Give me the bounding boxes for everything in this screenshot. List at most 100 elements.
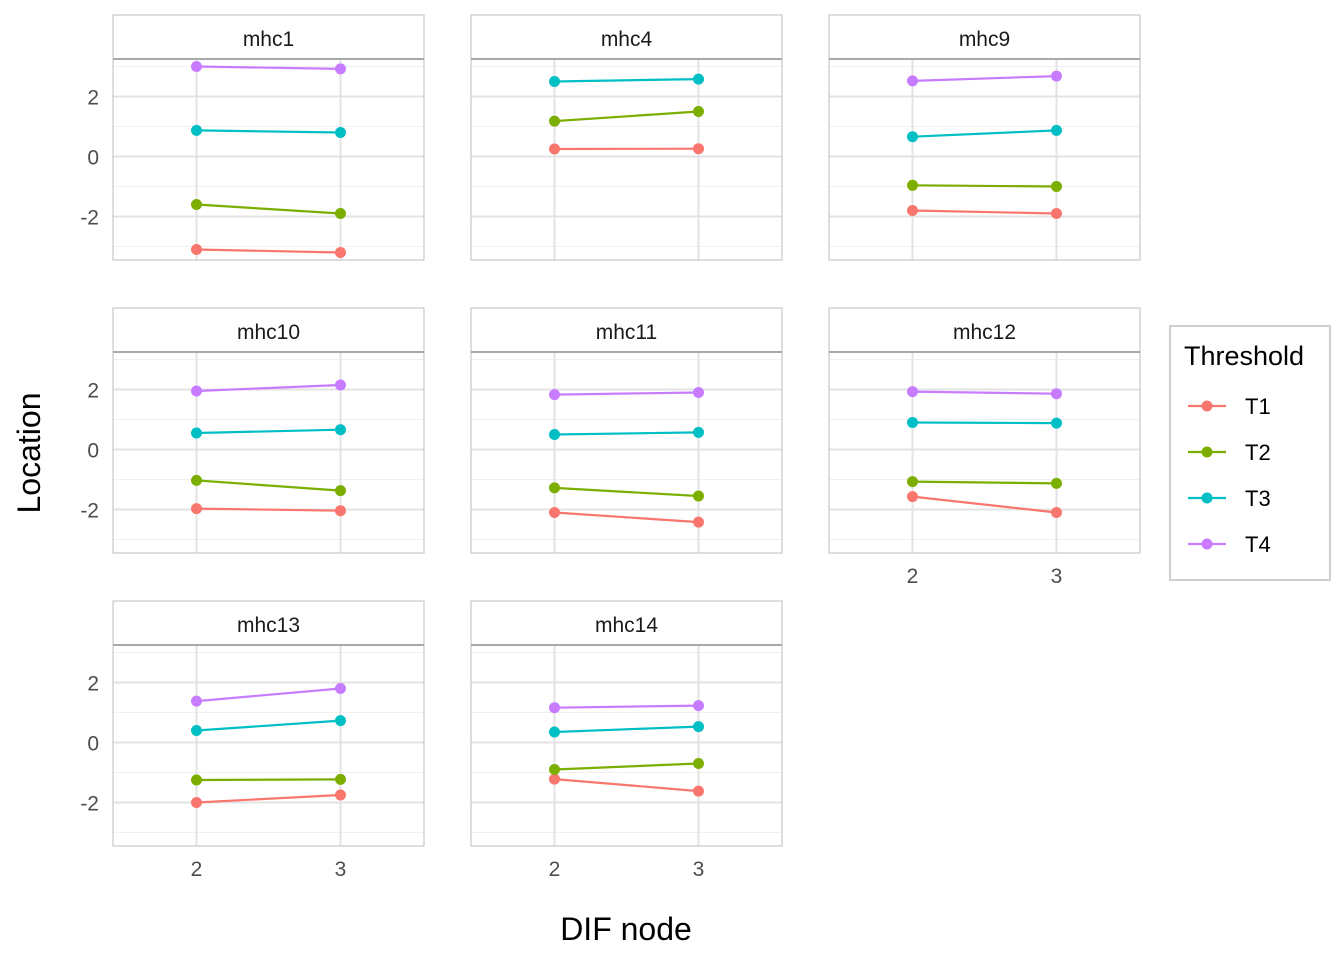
series-line-T1	[196, 793, 341, 804]
series-line-T2	[554, 486, 699, 498]
x-tick-label: 3	[1051, 565, 1063, 588]
facet-mhc10: mhc10 -2 0 2	[80, 307, 425, 554]
series-line-T2	[912, 184, 1057, 188]
series-line-T1	[912, 209, 1057, 215]
data-point-T1	[191, 503, 203, 515]
series-line-T2	[554, 110, 699, 123]
series-line-T1	[196, 507, 341, 512]
y-tick-label: 0	[87, 733, 99, 756]
facet-strip	[828, 307, 1141, 353]
panel-background	[829, 59, 1140, 260]
y-tick-label: 0	[87, 147, 99, 170]
series-line-T3	[554, 725, 699, 734]
panel-background	[471, 645, 782, 846]
panel-background	[113, 59, 424, 260]
data-point-T1	[907, 205, 919, 216]
data-point-T4	[334, 63, 346, 75]
series-line-T4	[196, 65, 341, 70]
data-point-T3	[549, 76, 561, 87]
series-line-T3	[554, 78, 699, 83]
data-point-T2	[549, 764, 561, 775]
legend-key-point	[1201, 492, 1213, 504]
series-line-T2	[196, 203, 341, 215]
y-axis-label: Location	[11, 393, 47, 514]
data-point-T1	[334, 505, 346, 517]
data-point-T1	[191, 244, 203, 255]
data-point-T3	[549, 429, 561, 440]
data-point-T1	[549, 507, 561, 518]
legend: Threshold T1 T2 T3 T4	[1169, 325, 1331, 581]
data-point-T4	[692, 387, 704, 398]
series-line-T2	[912, 480, 1057, 485]
data-point-T3	[334, 424, 346, 436]
data-point-T1	[334, 247, 346, 258]
facet-strip	[470, 600, 783, 646]
facet-mhc11: mhc11	[470, 307, 783, 554]
facet-strip-label: mhc11	[596, 321, 657, 344]
data-point-T4	[549, 389, 561, 401]
facet-strip-label: mhc1	[243, 28, 294, 51]
data-point-T3	[692, 721, 704, 733]
data-point-T3	[692, 426, 704, 438]
facet-mhc4: mhc4	[470, 14, 783, 261]
data-point-T3	[1050, 417, 1062, 429]
data-point-T1	[692, 516, 704, 528]
facet-strip	[828, 14, 1141, 60]
panel-background	[113, 352, 424, 553]
data-point-T4	[907, 386, 919, 398]
data-point-T2	[334, 773, 346, 785]
series-line-T4	[912, 75, 1057, 82]
data-point-T3	[191, 427, 203, 439]
data-point-T2	[334, 485, 346, 497]
data-point-T4	[191, 695, 203, 707]
y-tick-label: -2	[80, 793, 99, 816]
y-tick-label: 2	[87, 673, 99, 696]
data-point-T1	[549, 143, 561, 155]
series-line-T2	[554, 762, 699, 771]
data-point-T2	[692, 106, 704, 117]
legend-key-point	[1201, 446, 1213, 458]
facet-strip-label: mhc10	[237, 321, 300, 344]
data-point-T4	[1050, 70, 1062, 82]
data-point-T2	[549, 482, 561, 494]
x-tick-label: 3	[335, 858, 347, 881]
legend-label-T4: T4	[1245, 532, 1271, 557]
x-axis-label: DIF node	[560, 911, 692, 947]
data-point-T3	[191, 124, 203, 136]
series-line-T1	[196, 248, 341, 254]
y-tick-label: 2	[87, 380, 99, 403]
data-point-T4	[549, 702, 561, 714]
data-point-T4	[191, 385, 203, 397]
panel-background	[113, 645, 424, 846]
data-point-T2	[191, 474, 203, 486]
data-point-T1	[549, 773, 561, 785]
data-point-T3	[907, 131, 919, 143]
data-point-T4	[1050, 388, 1062, 400]
data-point-T3	[334, 127, 346, 138]
y-tick-label: 2	[87, 87, 99, 110]
facet-mhc12: mhc12 2 3	[828, 307, 1141, 588]
x-tick-label: 2	[191, 858, 203, 881]
series-line-T2	[196, 778, 341, 782]
data-point-T1	[692, 143, 704, 155]
facet-strip	[470, 307, 783, 353]
data-point-T2	[907, 179, 919, 191]
data-point-T4	[692, 700, 704, 712]
data-point-T2	[334, 208, 346, 219]
series-line-T3	[912, 421, 1057, 425]
facet-mhc13: mhc13 -2 0 2 2 3	[80, 600, 425, 881]
data-point-T4	[191, 61, 203, 72]
series-line-T1	[554, 511, 699, 524]
y-tick-label: -2	[80, 207, 99, 230]
data-point-T4	[907, 75, 919, 87]
data-point-T3	[334, 715, 346, 727]
series-line-T1	[554, 778, 699, 793]
facet-strip-label: mhc14	[595, 614, 658, 637]
series-line-T3	[554, 431, 699, 436]
series-line-T3	[196, 428, 341, 435]
data-point-T2	[692, 758, 704, 769]
facet-strip-label: mhc9	[959, 28, 1010, 51]
series-line-T4	[554, 391, 699, 396]
data-point-T3	[1050, 124, 1062, 136]
